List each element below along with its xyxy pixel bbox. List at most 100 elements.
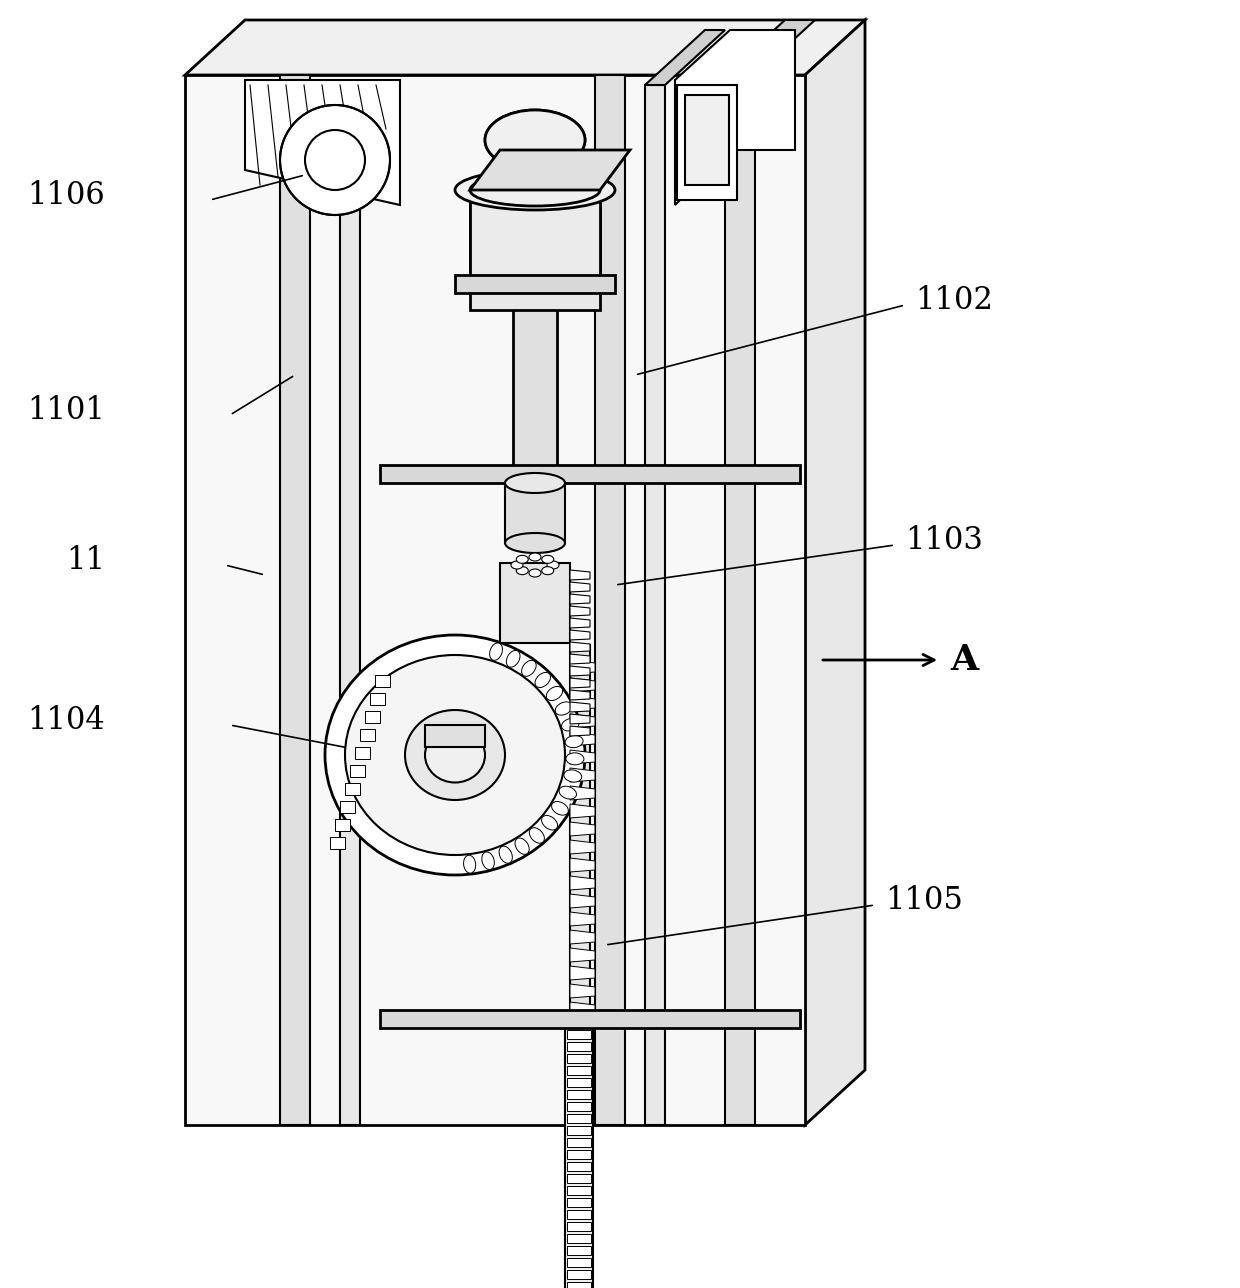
Bar [567,1258,591,1267]
Bar [513,292,557,493]
Polygon shape [570,594,590,604]
Ellipse shape [562,719,579,732]
Bar [567,1270,591,1279]
Bar [567,1245,591,1255]
Bar [455,276,615,292]
Ellipse shape [305,130,365,191]
Ellipse shape [470,174,600,206]
Bar [567,1114,591,1123]
Ellipse shape [425,728,485,783]
Text: 1105: 1105 [885,885,963,916]
Ellipse shape [505,533,565,553]
Bar [567,1282,591,1288]
Bar [330,837,345,849]
Bar [345,783,360,795]
Polygon shape [570,966,595,980]
Bar [567,1042,591,1051]
Polygon shape [570,840,595,854]
Ellipse shape [505,473,565,493]
Polygon shape [570,912,595,926]
Bar [185,75,805,1124]
Bar [567,1162,591,1171]
Polygon shape [570,714,590,724]
Bar [500,563,570,643]
Ellipse shape [506,650,520,667]
Polygon shape [570,702,590,712]
Text: 11: 11 [66,545,105,576]
Polygon shape [570,641,590,652]
Polygon shape [185,21,866,75]
Ellipse shape [556,702,573,715]
Polygon shape [725,21,815,75]
Bar [340,801,355,813]
Polygon shape [570,804,595,818]
Polygon shape [805,21,866,1124]
Ellipse shape [564,770,582,782]
Polygon shape [570,726,590,735]
Bar [340,106,360,1124]
Text: 1104: 1104 [27,705,105,735]
Bar [567,1054,591,1063]
Ellipse shape [529,828,544,844]
Polygon shape [570,1002,595,1016]
Bar [360,729,374,741]
Ellipse shape [482,851,495,869]
Bar [595,75,625,1124]
Ellipse shape [485,109,585,170]
Bar [505,483,565,544]
Ellipse shape [511,562,523,569]
Polygon shape [570,582,590,592]
Ellipse shape [547,687,563,701]
Polygon shape [570,948,595,962]
Ellipse shape [345,656,565,855]
Ellipse shape [542,815,558,829]
Bar [645,85,665,1124]
Ellipse shape [565,735,583,747]
Bar [335,819,350,831]
Ellipse shape [455,170,615,210]
Bar [567,1090,591,1099]
Bar [567,1150,591,1159]
Bar [567,1222,591,1231]
Polygon shape [570,822,595,836]
Polygon shape [570,696,595,710]
Polygon shape [570,732,595,746]
Ellipse shape [552,801,568,815]
Ellipse shape [522,661,536,676]
Bar [677,85,737,200]
Text: 1102: 1102 [915,285,993,316]
Ellipse shape [515,838,529,854]
Bar [374,675,391,687]
Polygon shape [470,149,630,191]
Bar [567,1173,591,1182]
Polygon shape [570,768,595,782]
Bar [567,1126,591,1135]
Polygon shape [570,677,595,692]
Ellipse shape [464,855,476,873]
Text: 1106: 1106 [27,179,105,210]
Bar [379,1010,800,1028]
Polygon shape [570,858,595,872]
Bar [567,1209,591,1218]
Bar [567,1066,591,1075]
Polygon shape [570,571,590,580]
Polygon shape [570,984,595,998]
Polygon shape [570,618,590,629]
Polygon shape [570,677,590,688]
Polygon shape [675,30,795,205]
Polygon shape [570,714,595,728]
Bar [567,1078,591,1087]
Bar [355,747,370,759]
Polygon shape [570,654,590,665]
Ellipse shape [534,672,551,688]
Ellipse shape [490,643,502,661]
Ellipse shape [542,555,554,563]
Bar [370,693,384,705]
Polygon shape [570,786,595,800]
Polygon shape [570,894,595,908]
Bar [379,465,800,483]
Text: A: A [950,643,978,677]
Bar [567,1186,591,1195]
Polygon shape [570,876,595,890]
Polygon shape [246,80,401,205]
